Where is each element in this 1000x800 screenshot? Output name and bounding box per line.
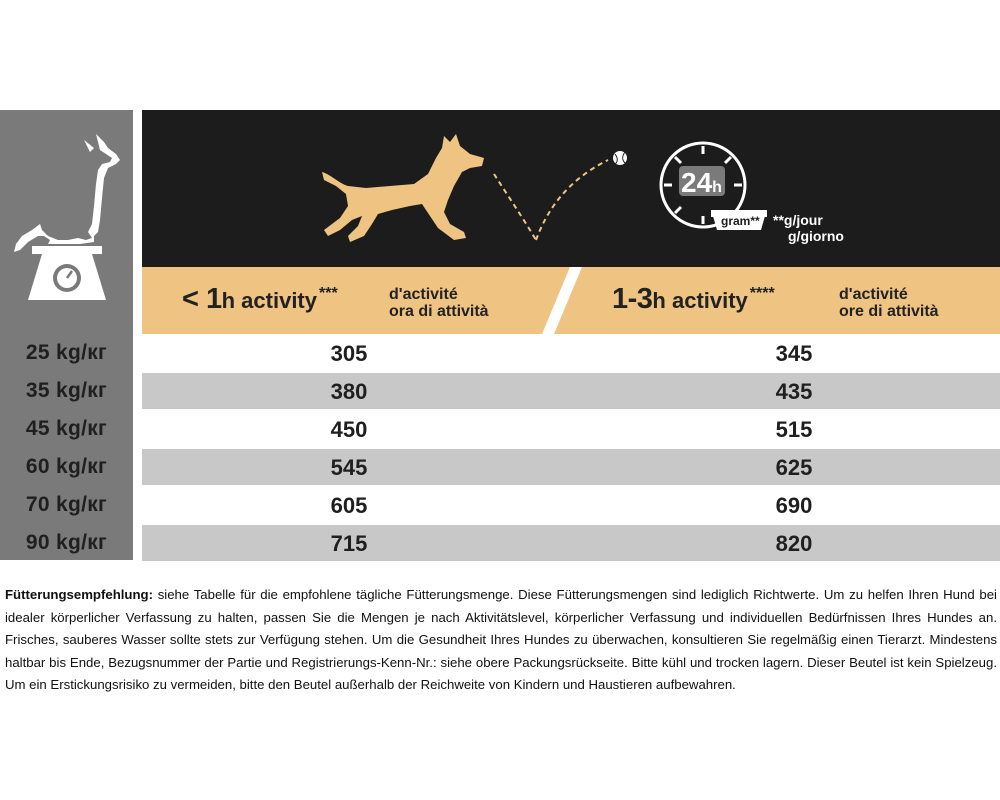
col2-fr: d'activité <box>839 286 908 303</box>
col2-prefix: 1-3 <box>612 283 653 315</box>
clock-unit: h <box>712 179 722 196</box>
value-low: 305 <box>330 341 368 366</box>
clock-24-label: 24h <box>681 168 722 203</box>
col1-stars: *** <box>319 285 338 302</box>
value-low: 545 <box>330 455 368 480</box>
dog-on-scale-icon <box>14 134 120 300</box>
weight-label: 70 kg/кг <box>25 492 108 516</box>
weight-label: 60 kg/кг <box>25 454 108 478</box>
table-row: 450 515 <box>142 411 1000 447</box>
running-dog-icon <box>322 134 627 242</box>
gram-note: **g/jour g/giorno <box>773 212 844 244</box>
value-low: 450 <box>330 417 368 442</box>
col1-prefix: < 1 <box>182 283 222 315</box>
feeding-description: Fütterungsempfehlung: siehe Tabelle für … <box>5 584 997 697</box>
value-high: 690 <box>775 493 813 518</box>
description-heading: Fütterungsempfehlung: <box>5 587 153 602</box>
value-high: 820 <box>775 531 813 556</box>
weight-label: 35 kg/кг <box>25 378 108 402</box>
column-divider <box>542 267 582 334</box>
weight-sidebar <box>0 110 133 560</box>
col2-translations: d'activité ore di attività <box>839 286 939 320</box>
value-high: 515 <box>775 417 813 442</box>
clock-24h-icon <box>659 141 767 230</box>
col1-fr: d'activité <box>389 286 458 303</box>
col-high-activity-label: 1-3 h activity **** <box>612 283 775 316</box>
col2-it: ore di attività <box>839 303 939 320</box>
gram-note-line2: g/giorno <box>788 228 844 244</box>
table-row: 605 690 <box>142 487 1000 523</box>
clock-hours: 24 <box>681 167 713 198</box>
value-low: 380 <box>330 379 368 404</box>
gram-note-line1: **g/jour <box>773 212 823 228</box>
table-row: 380 435 <box>142 373 1000 409</box>
table-row: 715 820 <box>142 525 1000 561</box>
value-low: 605 <box>330 493 368 518</box>
weight-label: 45 kg/кг <box>25 416 108 440</box>
header-dark-band <box>142 110 1000 267</box>
col2-stars: **** <box>749 285 775 302</box>
col1-translations: d'activité ora di attività <box>389 286 489 320</box>
table-row: 305 345 <box>142 334 1000 370</box>
weight-label: 25 kg/кг <box>25 340 108 364</box>
col1-it: ora di attività <box>389 303 489 320</box>
description-body: siehe Tabelle für die empfohlene täglich… <box>5 587 997 692</box>
gram-label: gram** <box>721 214 760 228</box>
value-low: 715 <box>330 531 368 556</box>
table-row: 545 625 <box>142 449 1000 485</box>
value-high: 625 <box>775 455 813 480</box>
col1-unit: h activity <box>221 288 317 313</box>
weight-label: 90 kg/кг <box>25 530 108 554</box>
col2-unit: h activity <box>652 288 748 313</box>
value-high: 435 <box>775 379 813 404</box>
value-high: 345 <box>775 341 813 366</box>
